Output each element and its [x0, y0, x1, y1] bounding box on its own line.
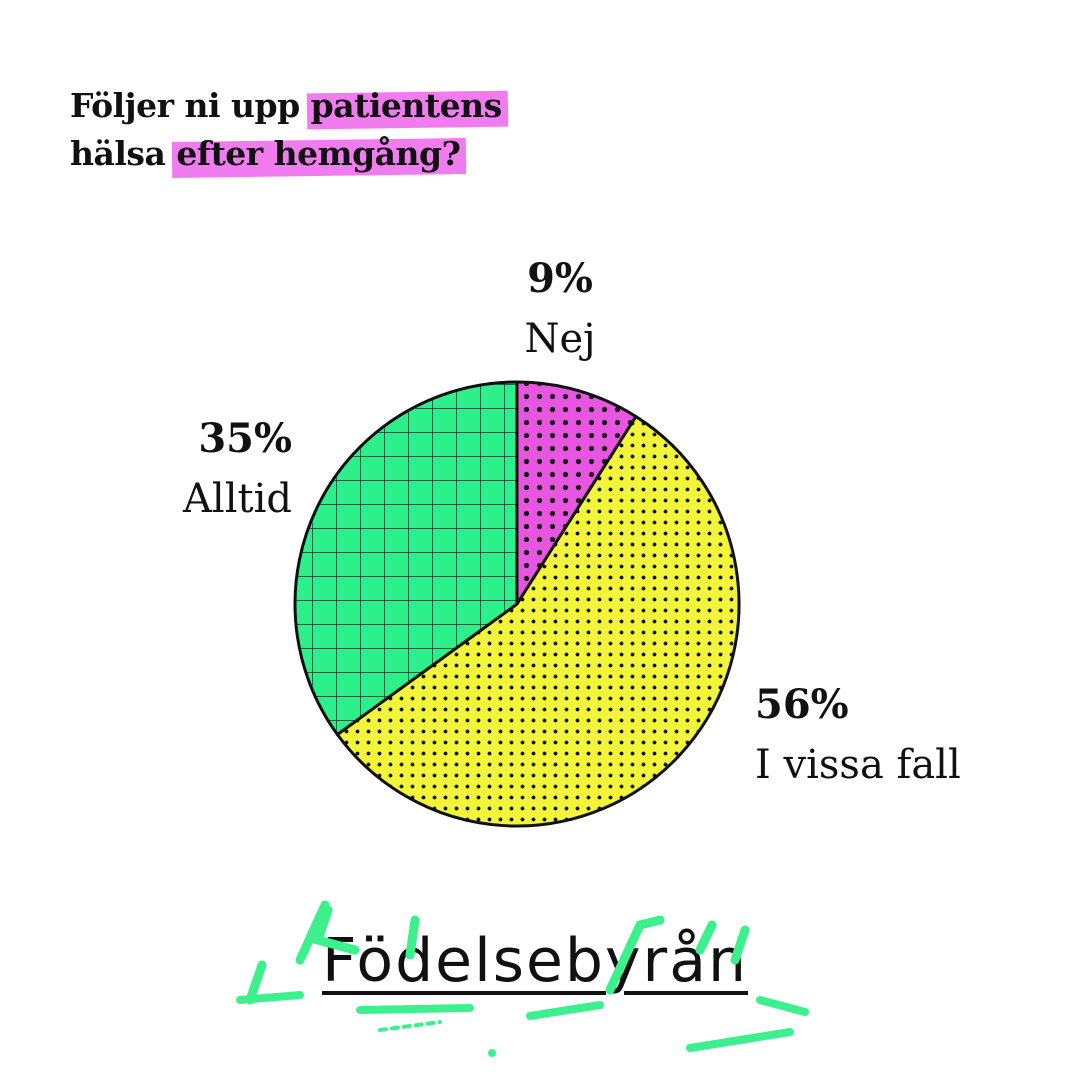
brand-logo: Födelsebyrån: [322, 926, 748, 996]
title-line2-highlight-text: efter hemgång?: [176, 134, 461, 173]
value-label-alltid: 35%: [198, 415, 292, 462]
title-line1: Följer ni upp patientens: [70, 86, 502, 125]
category-label-nej: Nej: [524, 316, 595, 362]
pie-slice-i-vissa-fall-texture: [335, 414, 741, 828]
title-highlight-2: efter hemgång?: [176, 130, 461, 178]
pie-slice-nej-texture: [515, 380, 639, 610]
title-highlight-1: patientens: [310, 82, 503, 130]
pie-slice-nej: [515, 380, 639, 610]
category-label-i-vissa-fall: I vissa fall: [755, 742, 961, 788]
pie-slice-alltid: [293, 380, 519, 737]
pie-slices: [293, 380, 741, 828]
title-line2: hälsa efter hemgång?: [70, 134, 461, 173]
category-label-alltid: Alltid: [182, 476, 292, 522]
chart-title: Följer ni upp patientens hälsa efter hem…: [70, 82, 502, 178]
title-line1-highlight-text: patientens: [310, 86, 503, 125]
value-label-nej: 9%: [527, 255, 593, 302]
title-line2-text: hälsa: [70, 134, 166, 173]
pie-slice-alltid-texture: [293, 380, 519, 737]
value-label-i-vissa-fall: 56%: [755, 681, 849, 728]
pie-slice-i-vissa-fall: [335, 414, 741, 828]
title-line1-text: Följer ni upp: [70, 86, 300, 125]
pie-labels: 9% Nej 56% I vissa fall 35% Alltid: [182, 255, 961, 788]
